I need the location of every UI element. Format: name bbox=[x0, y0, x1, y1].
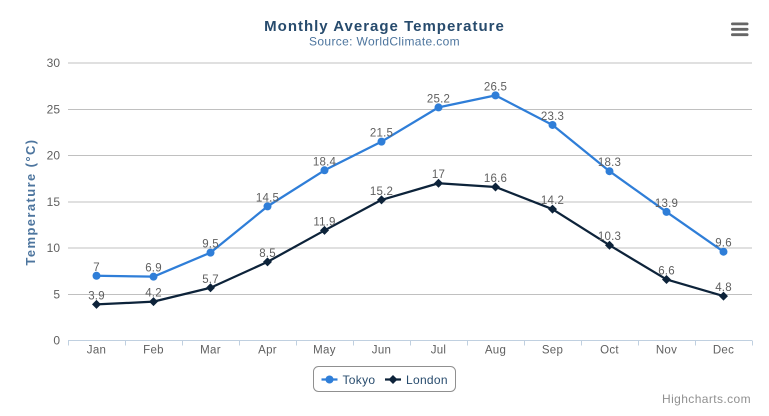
svg-text:3.9: 3.9 bbox=[88, 290, 105, 302]
svg-text:5: 5 bbox=[53, 287, 60, 301]
svg-text:May: May bbox=[313, 345, 336, 357]
svg-text:7: 7 bbox=[93, 262, 100, 274]
svg-text:17: 17 bbox=[432, 169, 445, 181]
svg-text:20: 20 bbox=[47, 149, 61, 163]
svg-text:Aug: Aug bbox=[485, 345, 506, 357]
svg-text:21.5: 21.5 bbox=[370, 128, 393, 140]
svg-text:Mar: Mar bbox=[200, 345, 221, 357]
svg-text:Tokyo: Tokyo bbox=[343, 373, 376, 387]
svg-text:10: 10 bbox=[47, 241, 61, 255]
svg-text:London: London bbox=[406, 373, 448, 387]
svg-text:0: 0 bbox=[53, 334, 60, 348]
svg-text:15.2: 15.2 bbox=[370, 186, 393, 198]
svg-text:23.3: 23.3 bbox=[541, 111, 564, 123]
svg-text:18.3: 18.3 bbox=[598, 157, 621, 169]
svg-text:9.6: 9.6 bbox=[715, 238, 732, 250]
svg-text:Jan: Jan bbox=[87, 345, 106, 357]
svg-text:Highcharts.com: Highcharts.com bbox=[662, 392, 751, 406]
svg-text:14.5: 14.5 bbox=[256, 192, 279, 204]
svg-text:30: 30 bbox=[47, 56, 61, 70]
svg-text:13.9: 13.9 bbox=[655, 198, 678, 210]
svg-text:Feb: Feb bbox=[143, 345, 164, 357]
svg-text:4.8: 4.8 bbox=[715, 282, 732, 294]
svg-text:Dec: Dec bbox=[713, 345, 734, 357]
svg-text:Temperature (°C): Temperature (°C) bbox=[23, 138, 38, 265]
svg-text:15: 15 bbox=[47, 195, 61, 209]
svg-text:Jun: Jun bbox=[372, 345, 391, 357]
svg-text:4.2: 4.2 bbox=[145, 288, 162, 300]
svg-text:Jul: Jul bbox=[431, 345, 447, 357]
svg-text:Oct: Oct bbox=[600, 345, 619, 357]
svg-text:10.3: 10.3 bbox=[598, 231, 621, 243]
svg-text:26.5: 26.5 bbox=[484, 81, 507, 93]
svg-text:11.9: 11.9 bbox=[313, 216, 335, 228]
svg-text:25: 25 bbox=[47, 102, 61, 116]
svg-text:25.2: 25.2 bbox=[427, 93, 450, 105]
svg-text:16.6: 16.6 bbox=[484, 173, 507, 185]
svg-text:18.4: 18.4 bbox=[313, 156, 337, 168]
svg-text:Monthly Average Temperature: Monthly Average Temperature bbox=[264, 18, 505, 35]
svg-text:5.7: 5.7 bbox=[202, 274, 219, 286]
svg-text:6.6: 6.6 bbox=[658, 265, 675, 277]
svg-text:14.2: 14.2 bbox=[541, 195, 564, 207]
svg-text:Apr: Apr bbox=[258, 345, 277, 357]
svg-text:Sep: Sep bbox=[542, 345, 563, 357]
svg-text:8.5: 8.5 bbox=[259, 248, 276, 260]
svg-text:Source: WorldClimate.com: Source: WorldClimate.com bbox=[309, 35, 460, 49]
svg-text:6.9: 6.9 bbox=[145, 263, 162, 275]
svg-text:9.5: 9.5 bbox=[202, 239, 219, 251]
svg-text:Nov: Nov bbox=[656, 345, 677, 357]
